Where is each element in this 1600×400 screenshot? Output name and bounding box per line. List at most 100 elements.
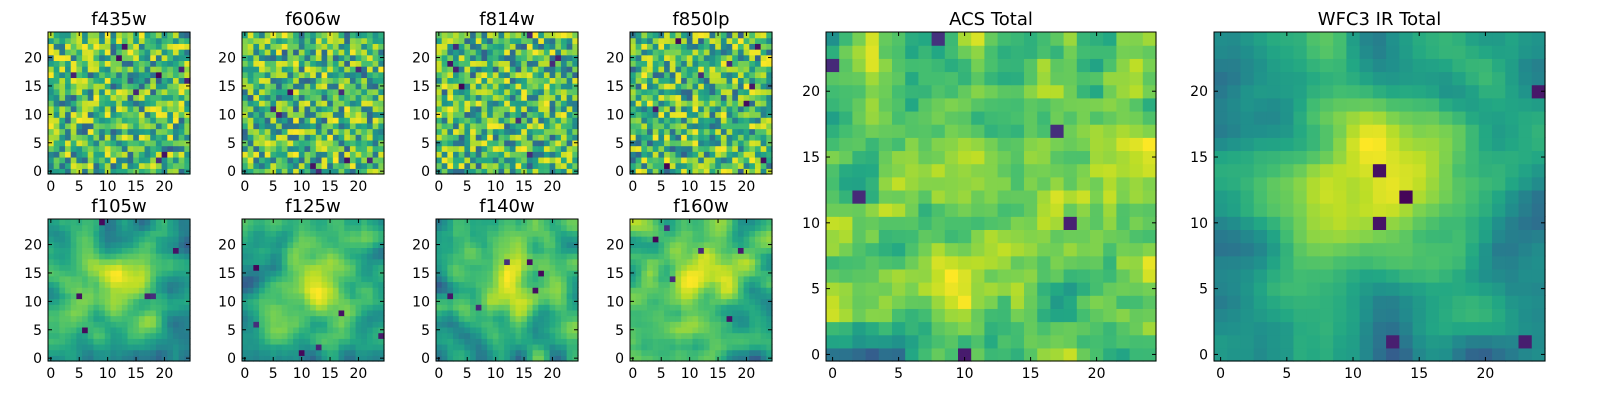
pixel-cell bbox=[475, 111, 483, 118]
pixel-cell bbox=[315, 128, 323, 135]
pixel-cell bbox=[475, 43, 483, 50]
pixel-cell bbox=[366, 241, 374, 248]
pixel-cell bbox=[481, 156, 488, 164]
pixel-cell bbox=[127, 236, 134, 243]
pixel-cell bbox=[99, 134, 106, 141]
pixel-cell bbox=[436, 275, 443, 283]
pixel-cell bbox=[65, 32, 72, 39]
pixel-cell bbox=[549, 145, 556, 152]
pixel-cell bbox=[93, 111, 100, 118]
pixel-cell bbox=[315, 156, 323, 164]
x-tick-label: 0 bbox=[434, 179, 443, 195]
pixel-cell bbox=[749, 66, 756, 73]
pixel-cell bbox=[498, 60, 505, 67]
pixel-cell bbox=[110, 37, 117, 44]
pixel-cell bbox=[760, 83, 767, 90]
pixel-cell bbox=[543, 54, 551, 61]
pixel-cell bbox=[65, 332, 72, 339]
pixel-cell bbox=[53, 60, 60, 67]
pixel-cell bbox=[344, 100, 351, 107]
pixel-cell bbox=[82, 219, 89, 226]
pixel-cell bbox=[178, 270, 185, 277]
pixel-cell bbox=[366, 128, 374, 135]
pixel-cell bbox=[355, 128, 362, 135]
pixel-cell bbox=[138, 309, 146, 317]
pixel-cell bbox=[543, 134, 551, 141]
pixel-cell bbox=[766, 349, 773, 356]
pixel-cell bbox=[155, 343, 163, 351]
pixel-cell bbox=[247, 315, 254, 322]
pixel-cell bbox=[65, 326, 72, 334]
pixel-cell bbox=[82, 326, 89, 334]
pixel-cell bbox=[458, 94, 465, 101]
pixel-cell bbox=[555, 298, 562, 305]
pixel-cell bbox=[161, 162, 168, 169]
pixel-cell bbox=[366, 236, 374, 243]
pixel-cell bbox=[436, 236, 443, 243]
pixel-cell bbox=[344, 105, 351, 113]
pixel-cell bbox=[720, 117, 728, 124]
pixel-cell bbox=[276, 258, 283, 266]
pixel-cell bbox=[555, 355, 562, 362]
pixel-cell bbox=[436, 66, 443, 73]
pixel-cell bbox=[560, 287, 568, 294]
pixel-cell bbox=[167, 326, 174, 334]
pixel-cell bbox=[560, 326, 568, 334]
pixel-cell bbox=[259, 230, 266, 237]
pixel-cell bbox=[720, 275, 728, 283]
pixel-cell bbox=[498, 230, 505, 237]
y-tick-label: 15 bbox=[218, 79, 236, 95]
pixel-cell bbox=[464, 66, 471, 73]
pixel-cell bbox=[172, 349, 180, 356]
pixel-cell bbox=[59, 37, 66, 44]
pixel-cell bbox=[641, 111, 648, 118]
pixel-cell bbox=[178, 321, 185, 328]
pixel-cell bbox=[441, 43, 448, 50]
pixel-cell bbox=[82, 88, 89, 96]
pixel-cell bbox=[743, 156, 750, 164]
pixel-cell bbox=[172, 151, 180, 158]
pixel-cell bbox=[144, 117, 151, 124]
pixel-cell bbox=[59, 224, 66, 231]
pixel-cell bbox=[509, 37, 517, 44]
pixel-cell bbox=[144, 343, 151, 351]
pixel-cell bbox=[270, 37, 277, 44]
pixel-cell bbox=[93, 230, 100, 237]
pixel-cell bbox=[121, 258, 129, 266]
pixel-cell bbox=[167, 343, 174, 351]
pixel-cell bbox=[378, 264, 385, 271]
pixel-cell bbox=[436, 71, 443, 79]
pixel-cell bbox=[560, 298, 568, 305]
pixel-cell bbox=[82, 32, 89, 39]
pixel-cell bbox=[509, 292, 517, 300]
pixel-cell bbox=[732, 88, 739, 96]
pixel-cell bbox=[686, 100, 694, 107]
pixel-cell bbox=[669, 321, 677, 328]
pixel-cell bbox=[754, 321, 762, 328]
pixel-cell bbox=[441, 54, 448, 61]
pixel-cell bbox=[310, 162, 317, 169]
pixel-cell bbox=[76, 275, 83, 283]
pixel-cell bbox=[521, 343, 528, 351]
pixel-cell bbox=[93, 321, 100, 328]
pixel-cell bbox=[315, 292, 323, 300]
pixel-cell bbox=[53, 100, 60, 107]
pixel-cell bbox=[532, 241, 539, 248]
pixel-cell bbox=[53, 71, 60, 79]
pixel-cell bbox=[144, 264, 151, 271]
pixel-cell bbox=[76, 270, 83, 277]
pixel-cell bbox=[549, 111, 556, 118]
pixel-cell bbox=[48, 60, 55, 67]
pixel-cell bbox=[436, 60, 443, 67]
y-tick-label: 0 bbox=[421, 164, 430, 180]
pixel-cell bbox=[475, 275, 483, 283]
pixel-cell bbox=[144, 332, 151, 339]
pixel-cell bbox=[543, 253, 551, 260]
pixel-cell bbox=[82, 224, 89, 231]
pixel-cell bbox=[315, 139, 323, 147]
pixel-cell bbox=[703, 134, 711, 141]
pixel-cell bbox=[532, 315, 539, 322]
pixel-cell bbox=[349, 54, 357, 61]
pixel-cell bbox=[121, 315, 129, 322]
pixel-cell bbox=[647, 315, 654, 322]
